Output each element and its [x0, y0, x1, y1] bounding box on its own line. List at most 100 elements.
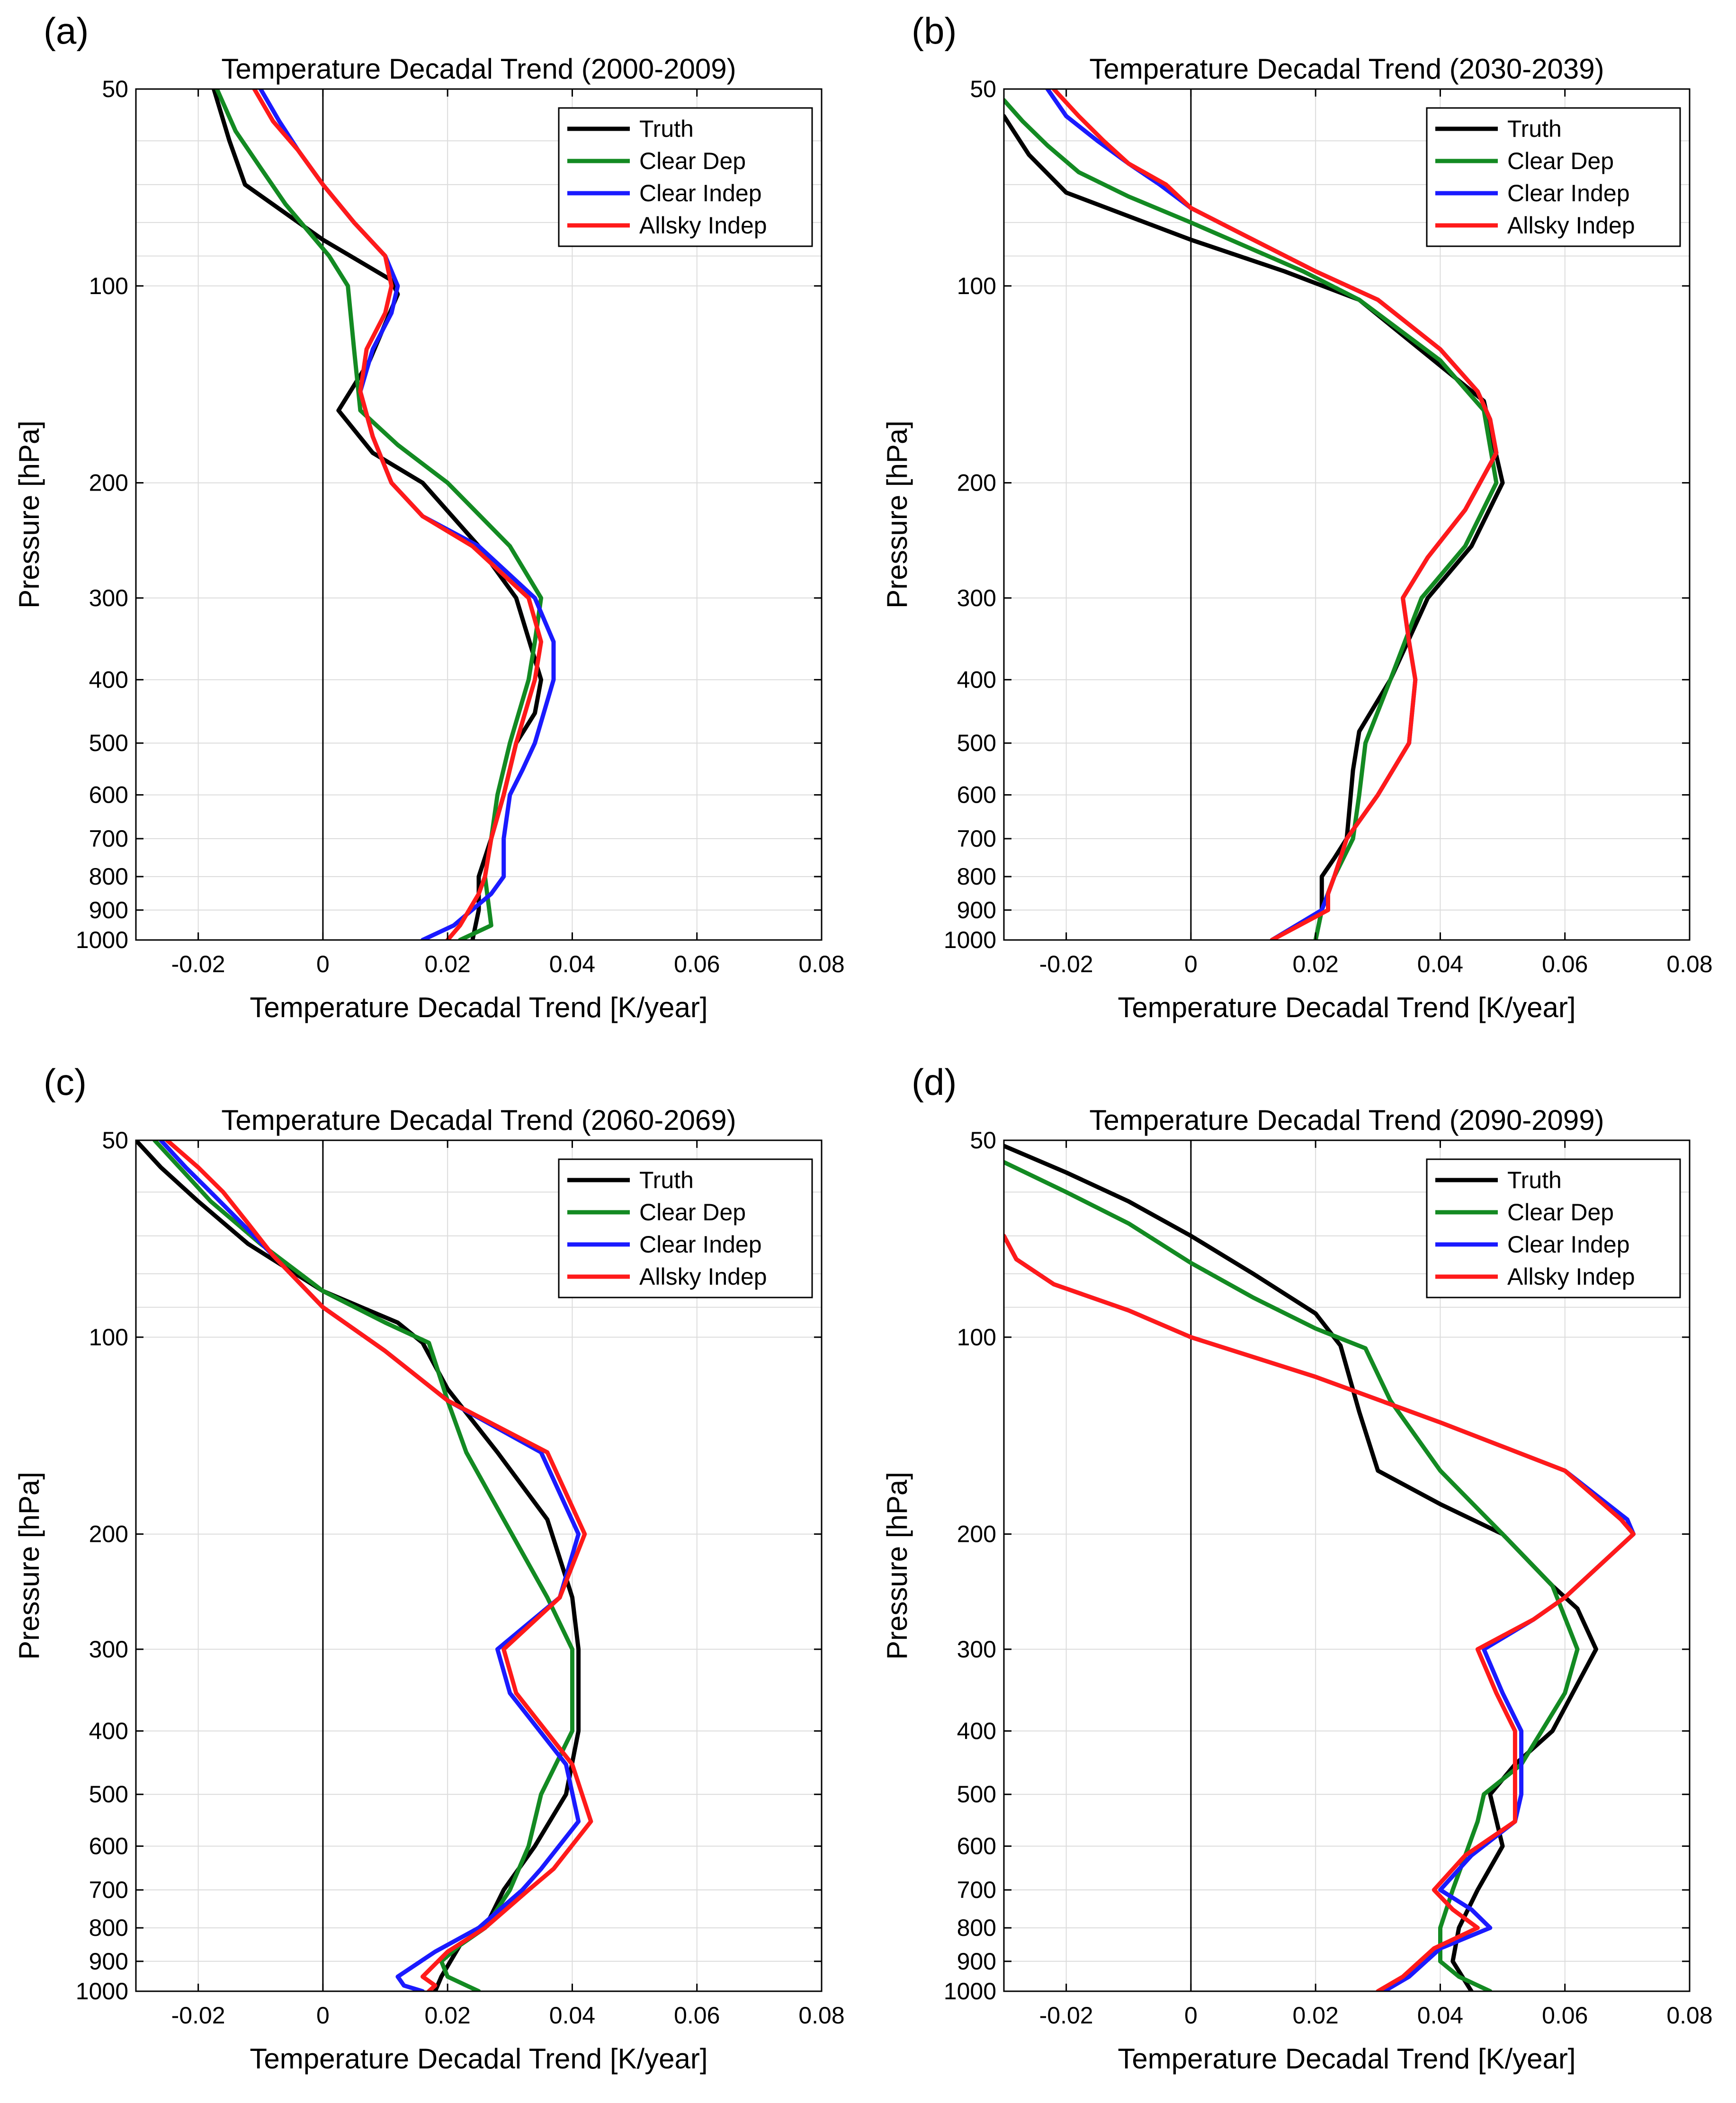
y-tick-label: 300 [957, 585, 996, 611]
legend: Truth Clear Dep Clear Indep Allsky Indep [558, 1158, 813, 1298]
legend-label-allsky-indep: Allsky Indep [639, 1263, 767, 1290]
y-tick-label: 900 [957, 897, 996, 923]
x-tick-label: 0.06 [674, 951, 720, 977]
plot-frame [1003, 1139, 1691, 1992]
x-tick-label: 0.08 [1666, 951, 1712, 977]
series-line-truth [212, 89, 544, 940]
x-tick-label: -0.02 [1039, 951, 1093, 977]
y-tick-label: 200 [89, 470, 128, 496]
y-tick-label: 700 [957, 825, 996, 852]
legend: Truth Clear Dep Clear Indep Allsky Indep [1426, 1158, 1681, 1298]
x-tick-label: 0 [316, 2002, 330, 2029]
y-tick-label: 600 [957, 1833, 996, 1860]
x-tick-label: 0.08 [798, 951, 844, 977]
x-tick-label: 0.02 [425, 2002, 471, 2029]
legend-label-clear-indep: Clear Indep [1507, 1231, 1630, 1258]
series-line-allsky-indep [1004, 1234, 1636, 1991]
x-tick-label: 0.02 [1293, 2002, 1339, 2029]
panel-label: (d) [912, 1061, 957, 1103]
y-tick-label: 700 [89, 1877, 128, 1903]
y-tick-label: 600 [89, 782, 128, 808]
chart-c: -0.02 0 0.02 0.04 0.06 0.08 50 100 200 300 400 500 6… [13, 1061, 845, 2075]
x-axis-label: Temperature Decadal Trend [K/year] [1118, 992, 1575, 1023]
legend-box [558, 107, 813, 247]
y-tick-label: 500 [89, 730, 128, 756]
y-tick-label: 200 [89, 1521, 128, 1548]
y-tick-label: 300 [89, 585, 128, 611]
panel-label: (b) [912, 10, 957, 52]
y-axis-label: Pressure [hPa] [881, 421, 913, 609]
legend: Truth Clear Dep Clear Indep Allsky Indep [1426, 107, 1681, 247]
y-tick-label: 1000 [944, 927, 996, 953]
x-tick-label: -0.02 [171, 2002, 225, 2029]
legend: Truth Clear Dep Clear Indep Allsky Indep [558, 107, 813, 247]
y-tick-label: 900 [957, 1948, 996, 1975]
y-tick-label: 600 [957, 782, 996, 808]
x-tick-label: 0.06 [1542, 951, 1588, 977]
y-tick-label: 50 [102, 1127, 128, 1154]
chart-title: Temperature Decadal Trend (2060-2069) [221, 1104, 736, 1136]
legend-label-allsky-indep: Allsky Indep [1507, 212, 1635, 239]
y-tick-label: 1000 [76, 927, 128, 953]
x-tick-label: -0.02 [171, 951, 225, 977]
y-tick-label: 200 [957, 1521, 996, 1548]
series-line-clear-dep [215, 89, 544, 940]
series-line-clear-dep [152, 1140, 574, 1991]
y-tick-label: 500 [957, 1781, 996, 1808]
series-line-allsky-indep [165, 1140, 593, 1991]
legend-label-clear-indep: Clear Indep [639, 1231, 762, 1258]
y-tick-label: 400 [89, 1718, 128, 1744]
legend-label-clear-dep: Clear Dep [1507, 1199, 1614, 1226]
y-tick-label: 300 [957, 1636, 996, 1663]
x-tick-label: 0.04 [549, 2002, 595, 2029]
chart-a: -0.02 0 0.02 0.04 0.06 0.08 50 100 200 300 400 500 6… [13, 10, 845, 1023]
x-tick-label: 0 [316, 951, 330, 977]
legend-label-clear-indep: Clear Indep [1507, 180, 1630, 206]
plot-frame [1003, 88, 1691, 941]
panel-b: -0.02 0 0.02 0.04 0.06 0.08 50 100 200 300 400 500 6… [868, 0, 1736, 1051]
y-tick-label: 800 [89, 863, 128, 890]
y-tick-label: 500 [957, 730, 996, 756]
y-tick-label: 700 [89, 825, 128, 852]
y-tick-label: 50 [970, 1127, 996, 1154]
plot-frame [135, 1139, 823, 1992]
y-axis-label: Pressure [hPa] [13, 1472, 45, 1660]
legend-label-truth: Truth [639, 116, 694, 142]
legend-box [1426, 1158, 1681, 1298]
legend-label-clear-dep: Clear Dep [639, 148, 746, 174]
series-line-allsky-indep [252, 89, 544, 940]
y-tick-label: 50 [970, 76, 996, 102]
chart-d: -0.02 0 0.02 0.04 0.06 0.08 50 100 200 300 400 500 6… [881, 1061, 1713, 2075]
chart-title: Temperature Decadal Trend (2000-2009) [221, 53, 736, 85]
y-tick-label: 800 [89, 1915, 128, 1941]
series-line-truth [136, 1140, 581, 1991]
series-line-truth [1004, 114, 1505, 940]
y-tick-label: 900 [89, 1948, 128, 1975]
y-tick-label: 700 [957, 1877, 996, 1903]
x-axis-label: Temperature Decadal Trend [K/year] [250, 992, 707, 1023]
y-tick-label: 100 [957, 273, 996, 299]
y-tick-label: 400 [89, 666, 128, 693]
chart-title: Temperature Decadal Trend (2090-2099) [1089, 1104, 1604, 1136]
legend-box [1426, 107, 1681, 247]
x-tick-label: 0.04 [1417, 951, 1463, 977]
y-tick-label: 800 [957, 1915, 996, 1941]
y-tick-label: 400 [957, 666, 996, 693]
y-tick-label: 900 [89, 897, 128, 923]
panel-c: -0.02 0 0.02 0.04 0.06 0.08 50 100 200 300 400 500 6… [0, 1051, 868, 2103]
x-tick-label: 0.08 [1666, 2002, 1712, 2029]
panel-d: -0.02 0 0.02 0.04 0.06 0.08 50 100 200 300 400 500 6… [868, 1051, 1736, 2103]
y-tick-label: 600 [89, 1833, 128, 1860]
y-tick-label: 1000 [76, 1978, 128, 2005]
series-line-clear-indep [159, 1140, 581, 1991]
x-tick-label: 0.06 [1542, 2002, 1588, 2029]
panel-label: (a) [44, 10, 89, 52]
x-tick-label: -0.02 [1039, 2002, 1093, 2029]
plot-frame [135, 88, 823, 941]
y-tick-label: 200 [957, 470, 996, 496]
y-tick-label: 100 [957, 1324, 996, 1351]
x-tick-label: 0.06 [674, 2002, 720, 2029]
x-tick-label: 0.04 [549, 951, 595, 977]
y-tick-label: 300 [89, 1636, 128, 1663]
series-line-clear-dep [1004, 1160, 1580, 1991]
